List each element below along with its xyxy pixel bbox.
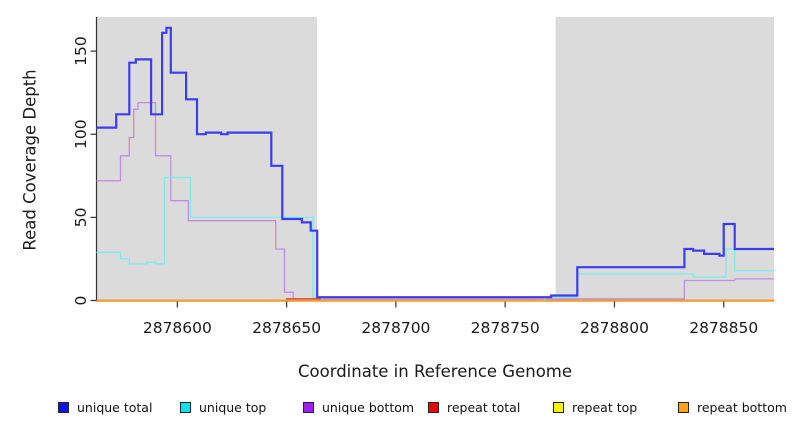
series-line-unique-top bbox=[96, 176, 774, 302]
y-axis-label: Read Coverage Depth bbox=[20, 69, 40, 251]
x-tick-label: 2878750 bbox=[471, 319, 540, 337]
shaded-region bbox=[555, 17, 774, 302]
x-tick-label: 2878850 bbox=[689, 319, 758, 337]
shaded-region bbox=[96, 17, 318, 302]
x-axis-label: Coordinate in Reference Genome bbox=[297, 362, 573, 381]
series-line-unique-bottom bbox=[96, 101, 774, 300]
y-tick-label: 100 bbox=[72, 119, 90, 149]
x-tick-label: 2878700 bbox=[361, 319, 430, 337]
series-line-unique-total bbox=[96, 26, 774, 299]
y-tick-label: 50 bbox=[72, 207, 90, 227]
x-tick-label: 2878800 bbox=[580, 319, 649, 337]
y-tick-label: 0 bbox=[72, 296, 90, 306]
y-tick-label: 150 bbox=[72, 36, 90, 66]
x-tick-label: 2878600 bbox=[143, 319, 212, 337]
x-tick-label: 2878650 bbox=[252, 319, 321, 337]
